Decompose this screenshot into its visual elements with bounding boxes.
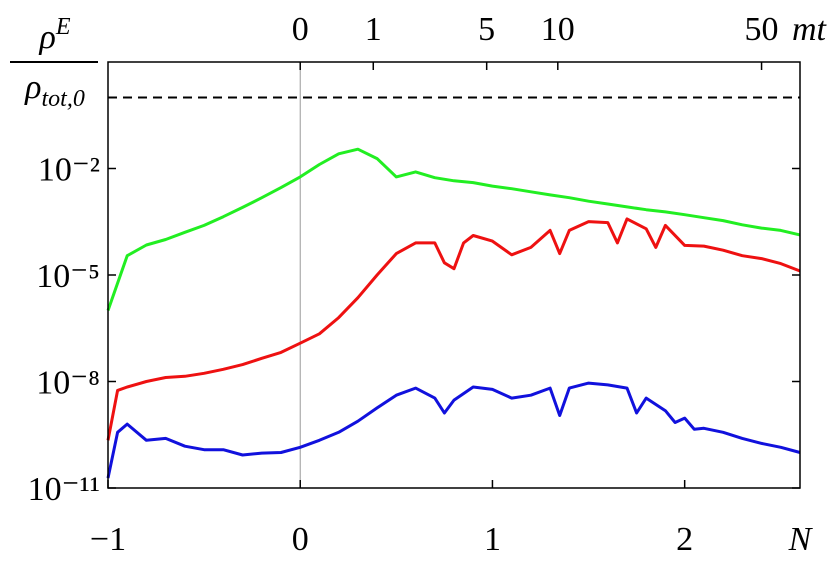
y-label-sub: tot,0: [41, 86, 84, 112]
y-label-sup: E: [55, 14, 71, 40]
x2-axis-label: mt: [792, 11, 828, 48]
y-tick-label: 10⁻⁵: [36, 258, 100, 295]
y-tick-label: 10⁻⁸: [36, 365, 100, 402]
series-line: [106, 217, 801, 441]
x-axis-label: N: [788, 521, 814, 558]
y-tick-label: 10⁻¹¹: [28, 471, 100, 508]
y-tick-label: 10⁻²: [38, 152, 100, 189]
x2-tick-label: 1: [365, 11, 382, 48]
y-label-base: ρ: [24, 69, 41, 106]
x-tick-label: 1: [484, 521, 501, 558]
x-tick-label: −1: [90, 521, 126, 558]
x2-tick-label: 5: [478, 11, 495, 48]
y-label-base: ρ: [39, 19, 56, 56]
series-line: [106, 381, 801, 479]
y-label-numerator: ρE: [39, 14, 71, 56]
x2-tick-label: 0: [292, 11, 309, 48]
x2-tick-label: 10: [541, 11, 575, 48]
series-line: [106, 147, 801, 311]
x-tick-label: 2: [676, 521, 693, 558]
x-tick-label: 0: [292, 521, 309, 558]
x2-tick-label: 50: [745, 11, 779, 48]
y-label-denominator: ρtot,0: [24, 69, 85, 112]
